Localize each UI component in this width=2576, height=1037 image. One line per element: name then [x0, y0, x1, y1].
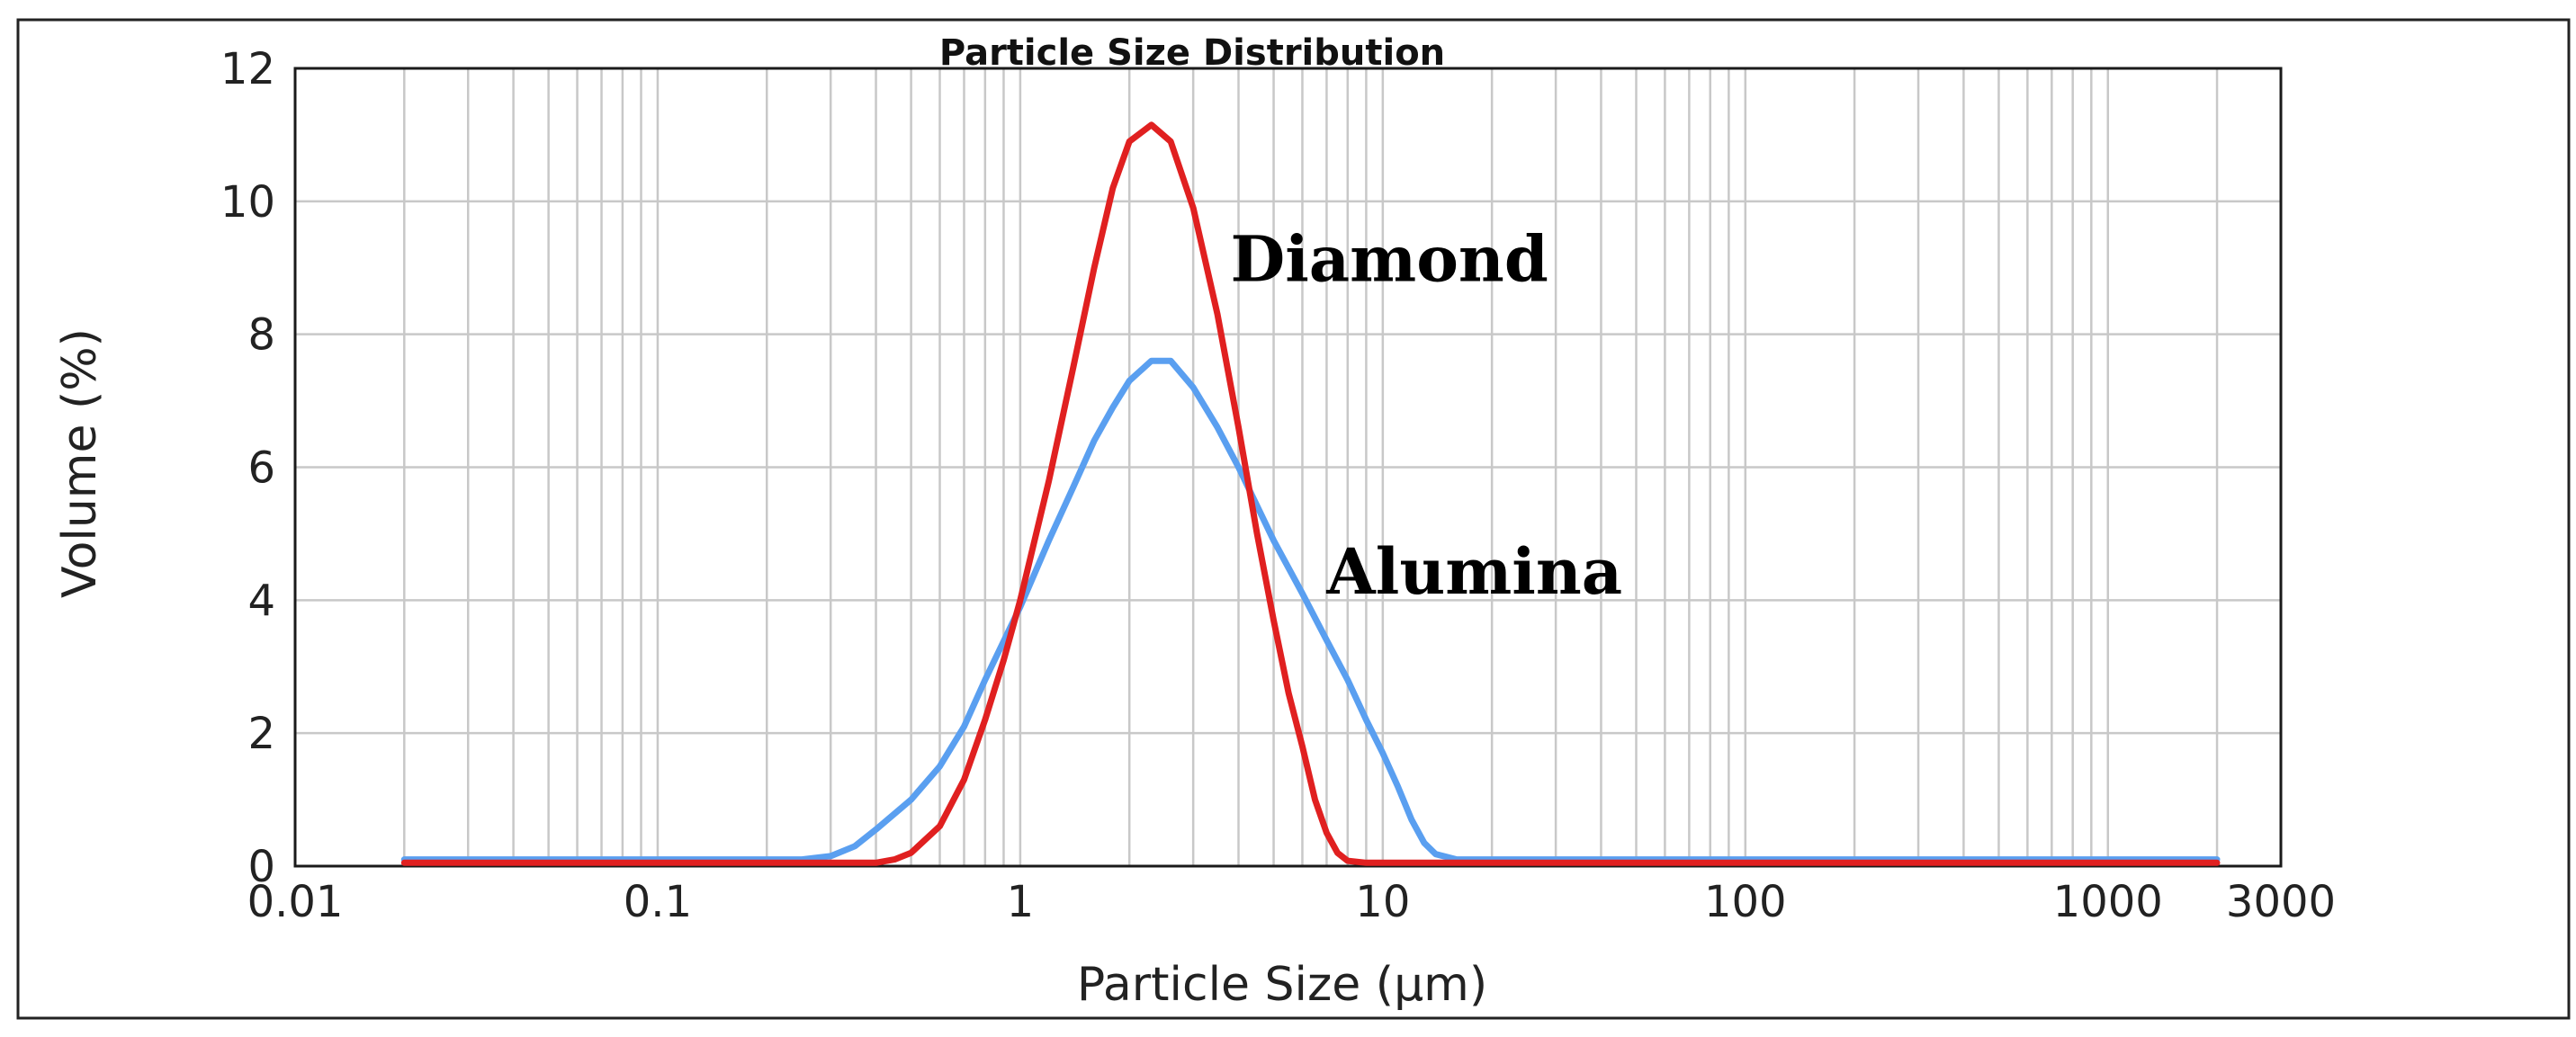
- y-tick-label: 0: [247, 842, 275, 892]
- y-tick-label: 10: [220, 177, 275, 228]
- x-axis-label: Particle Size (µm): [1077, 958, 1487, 1012]
- y-tick-label: 8: [247, 310, 275, 361]
- x-tick-label: 10: [1355, 877, 1410, 927]
- y-tick-label: 2: [247, 709, 275, 759]
- figure-frame: [16, 18, 2571, 1020]
- series-layer: [400, 121, 2221, 866]
- x-tick-label: 100: [1704, 877, 1787, 927]
- y-tick-label: 4: [247, 576, 275, 626]
- y-tick-label: 6: [247, 443, 275, 494]
- chart-title: Particle Size Distribution: [939, 32, 1445, 74]
- label-layer: Diamond Alumina: [1231, 222, 1623, 609]
- grid-layer: [293, 67, 2283, 868]
- x-tick-label: 0.1: [624, 877, 692, 927]
- x-tick-label: 1000: [2053, 877, 2163, 927]
- series-line-alumina: [400, 357, 2221, 863]
- series-label-diamond: Diamond: [1231, 222, 1548, 297]
- x-tick-label: 0.01: [247, 877, 344, 927]
- plot-frame: [293, 67, 2283, 868]
- series-line-diamond: [400, 121, 2221, 866]
- x-tick-label: 3000: [2226, 877, 2336, 927]
- x-tick-label: 1: [1007, 877, 1035, 927]
- series-label-alumina: Alumina: [1325, 534, 1622, 609]
- tick-layer: 0.01 0.1 1 10 100 1000 3000 0 2 4 6 8 10 12: [220, 44, 2336, 927]
- y-axis-label: Volume (%): [53, 328, 107, 598]
- y-tick-label: 12: [220, 44, 275, 94]
